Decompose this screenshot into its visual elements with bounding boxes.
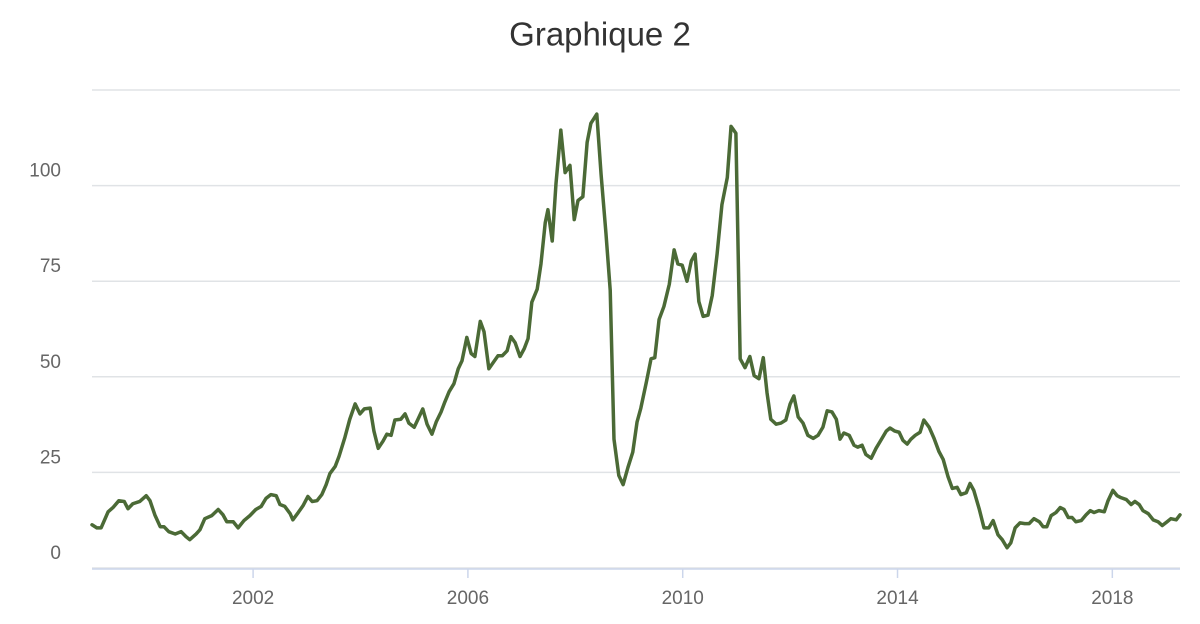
x-tick-label: 2018 bbox=[1091, 588, 1133, 609]
y-tick-label: 75 bbox=[40, 256, 61, 277]
data-line bbox=[90, 112, 1182, 550]
y-tick-label: 50 bbox=[40, 352, 61, 373]
x-tick-label: 2006 bbox=[447, 588, 489, 609]
y-tick-label: 25 bbox=[40, 447, 61, 468]
x-tick-label: 2002 bbox=[232, 588, 274, 609]
y-tick-label: 0 bbox=[50, 543, 61, 564]
chart-title: Graphique 2 bbox=[509, 16, 691, 53]
x-tick-label: 2010 bbox=[662, 588, 704, 609]
y-tick-label: 100 bbox=[29, 161, 61, 182]
x-tick-label: 2014 bbox=[876, 588, 919, 609]
